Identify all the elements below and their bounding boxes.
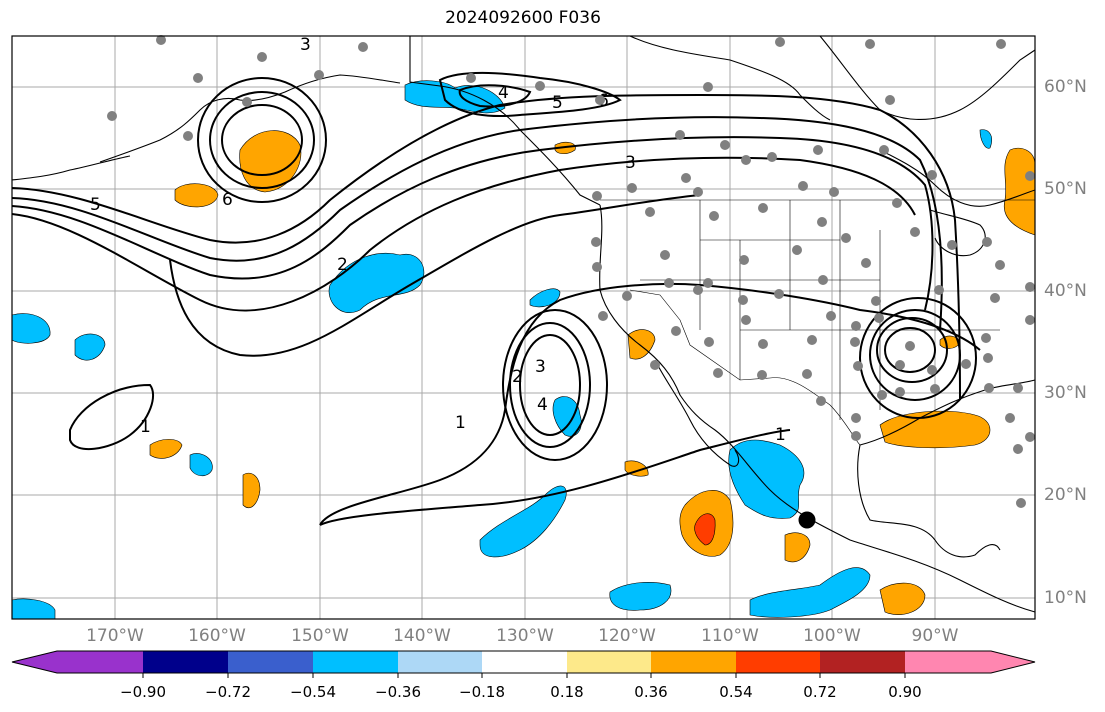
contour-label: 5 xyxy=(90,195,101,215)
latitude-label: 50°N xyxy=(1044,179,1087,199)
longitude-label: 130°W xyxy=(496,626,554,646)
longitude-label: 100°W xyxy=(803,626,861,646)
latitude-label: 30°N xyxy=(1044,383,1087,403)
station-markers xyxy=(107,35,1035,508)
colorbar-tick-label: −0.36 xyxy=(375,683,421,701)
latitude-label: 20°N xyxy=(1044,485,1087,505)
map-title: 2024092600 F036 xyxy=(445,8,601,28)
contour-label: 4 xyxy=(498,83,509,103)
longitude-label: 150°W xyxy=(291,626,349,646)
colorbar-tick-label: −0.72 xyxy=(205,683,251,701)
colorbar xyxy=(11,650,1036,678)
longitude-label: 120°W xyxy=(598,626,656,646)
graticule xyxy=(12,36,1035,619)
colorbar-tick-label: −0.54 xyxy=(290,683,336,701)
colorbar-tick-label: 0.72 xyxy=(803,683,837,701)
anomaly-shading xyxy=(11,80,1036,620)
latitude-label: 60°N xyxy=(1044,77,1087,97)
contour-label: 3 xyxy=(625,153,636,173)
map-frame xyxy=(11,35,1036,620)
longitude-label: 160°W xyxy=(188,626,246,646)
contour-label: 2 xyxy=(512,367,523,387)
longitude-label: 90°W xyxy=(911,626,959,646)
contour-label: 4 xyxy=(537,395,548,415)
latitude-label: 10°N xyxy=(1044,588,1087,608)
colorbar-tick-label: 0.90 xyxy=(888,683,922,701)
colorbar-tick-label: 0.36 xyxy=(634,683,668,701)
colorbar-tick-label: 0.18 xyxy=(550,683,584,701)
contour-label: 3 xyxy=(535,357,546,377)
colorbar-tick-label: −0.18 xyxy=(459,683,505,701)
contour-label: 3 xyxy=(300,35,311,55)
colorbar-tick-label: −0.90 xyxy=(120,683,166,701)
longitude-label: 170°W xyxy=(86,626,144,646)
contour-label: 1 xyxy=(455,413,466,433)
contour-lines xyxy=(11,72,981,526)
contour-label: 2 xyxy=(337,255,348,275)
coastlines xyxy=(11,35,1036,613)
contour-label: 5 xyxy=(552,93,563,113)
contour-label: 6 xyxy=(222,190,233,210)
colorbar-tick-label: 0.54 xyxy=(719,683,753,701)
contour-label: 1 xyxy=(140,417,151,437)
latitude-label: 40°N xyxy=(1044,281,1087,301)
longitude-label: 140°W xyxy=(393,626,451,646)
hurricane-center-dot xyxy=(798,511,816,529)
longitude-label: 110°W xyxy=(701,626,759,646)
contour-label: 1 xyxy=(775,425,786,445)
